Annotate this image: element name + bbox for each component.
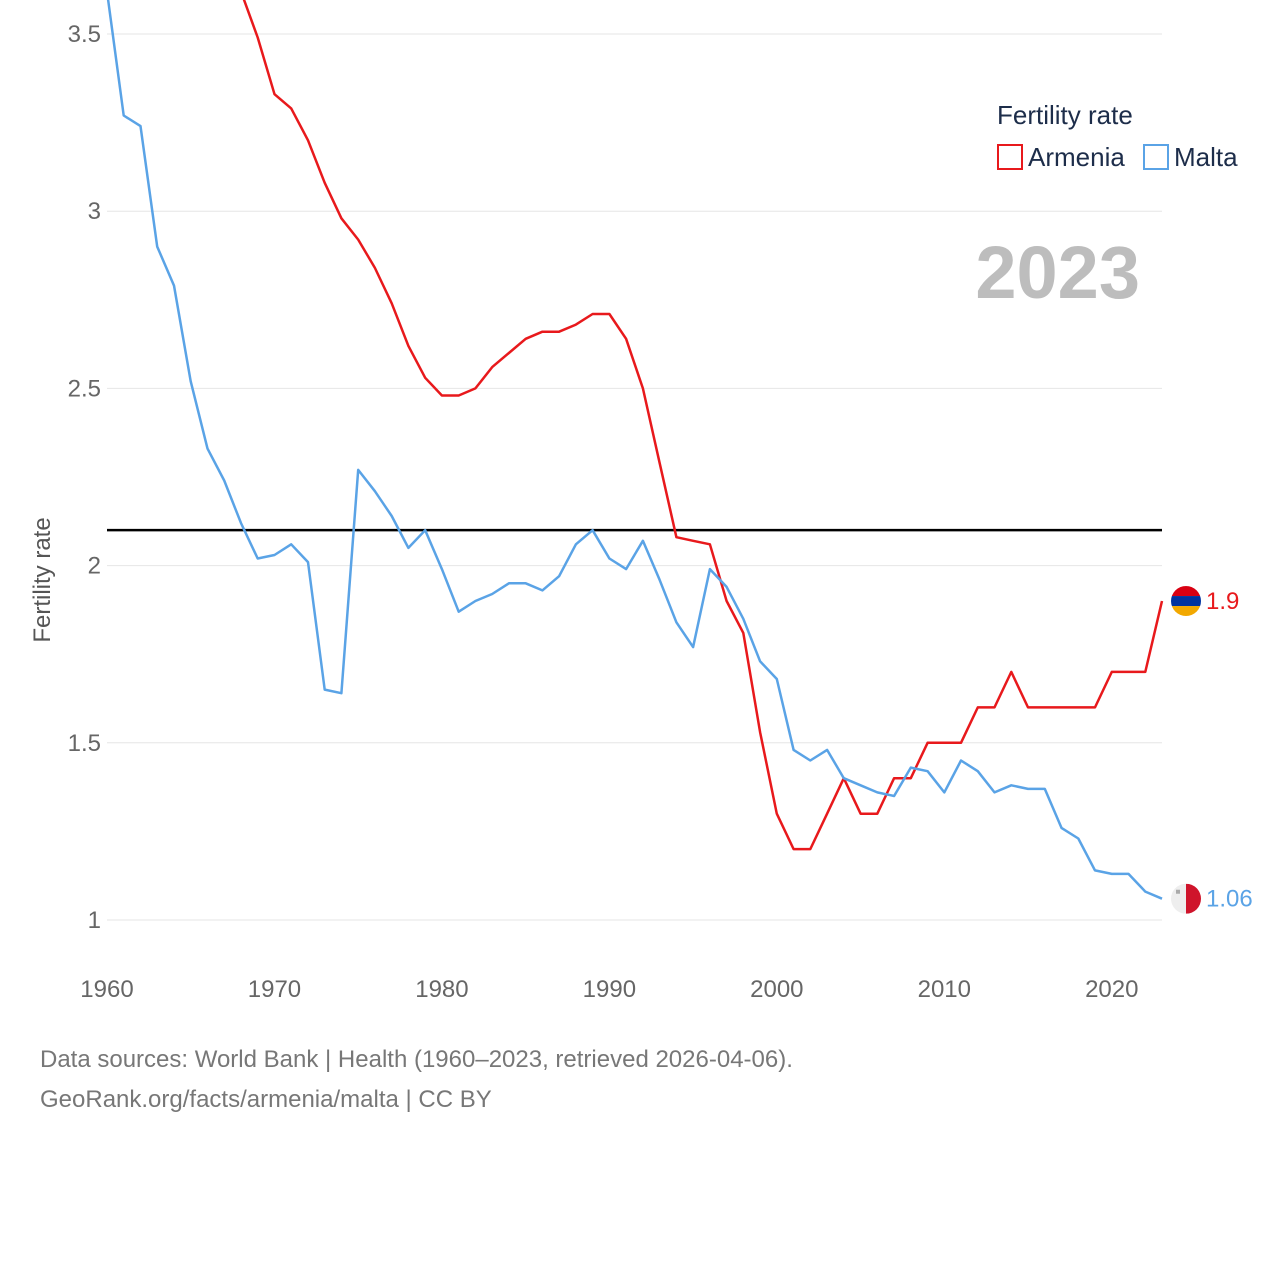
x-tick-label: 2020 <box>1085 976 1138 1003</box>
end-value-armenia: 1.9 <box>1206 588 1239 615</box>
year-label: 2023 <box>975 231 1140 314</box>
footer-sources: Data sources: World Bank | Health (1960–… <box>40 1046 793 1073</box>
legend: Fertility rate Armenia Malta <box>997 100 1238 172</box>
x-tick-label: 1990 <box>583 976 636 1003</box>
footer-credit[interactable]: GeoRank.org/facts/armenia/malta | CC BY <box>40 1086 492 1113</box>
legend-swatch-malta[interactable] <box>1143 144 1169 170</box>
legend-swatch-armenia[interactable] <box>997 144 1023 170</box>
x-tick-label: 2000 <box>750 976 803 1003</box>
y-tick-label: 3.5 <box>68 21 101 48</box>
y-axis-title: Fertility rate <box>29 517 56 642</box>
legend-label-malta[interactable]: Malta <box>1174 142 1238 172</box>
armenia-flag-icon <box>1171 586 1201 617</box>
y-tick-label: 2 <box>88 553 101 580</box>
x-tick-label: 1980 <box>415 976 468 1003</box>
y-axis: 11.522.533.544.5 <box>68 21 101 934</box>
end-value-malta: 1.06 <box>1206 886 1253 913</box>
legend-label-armenia[interactable]: Armenia <box>1028 142 1125 172</box>
x-axis: 1960 1970 1980 1990 2000 2010 2020 <box>80 976 1138 1003</box>
x-tick-label: 2010 <box>918 976 971 1003</box>
y-tick-label: 3 <box>88 198 101 225</box>
y-tick-label: 2.5 <box>68 375 101 402</box>
x-tick-label: 1960 <box>80 976 133 1003</box>
footer: Data sources: World Bank | Health (1960–… <box>40 1040 793 1120</box>
y-tick-label: 1 <box>88 907 101 934</box>
series-line-malta[interactable] <box>106 0 1163 900</box>
x-tick-label: 1970 <box>248 976 301 1003</box>
malta-flag-icon <box>1171 883 1201 914</box>
series-line-armenia[interactable] <box>107 0 1164 851</box>
grid <box>107 33 1162 921</box>
series-lines <box>106 0 1164 900</box>
y-tick-label: 1.5 <box>68 730 101 757</box>
legend-title: Fertility rate <box>997 100 1133 130</box>
end-markers: 1.9 1.06 <box>1171 586 1253 914</box>
